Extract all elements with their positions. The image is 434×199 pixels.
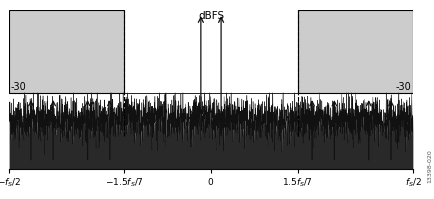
Text: dBFS: dBFS bbox=[197, 11, 224, 21]
Bar bbox=[297, 10, 412, 93]
Bar bbox=[9, 10, 124, 93]
Text: -30: -30 bbox=[11, 82, 26, 92]
Text: 13398-020: 13398-020 bbox=[427, 149, 432, 183]
Text: -30: -30 bbox=[395, 82, 410, 92]
